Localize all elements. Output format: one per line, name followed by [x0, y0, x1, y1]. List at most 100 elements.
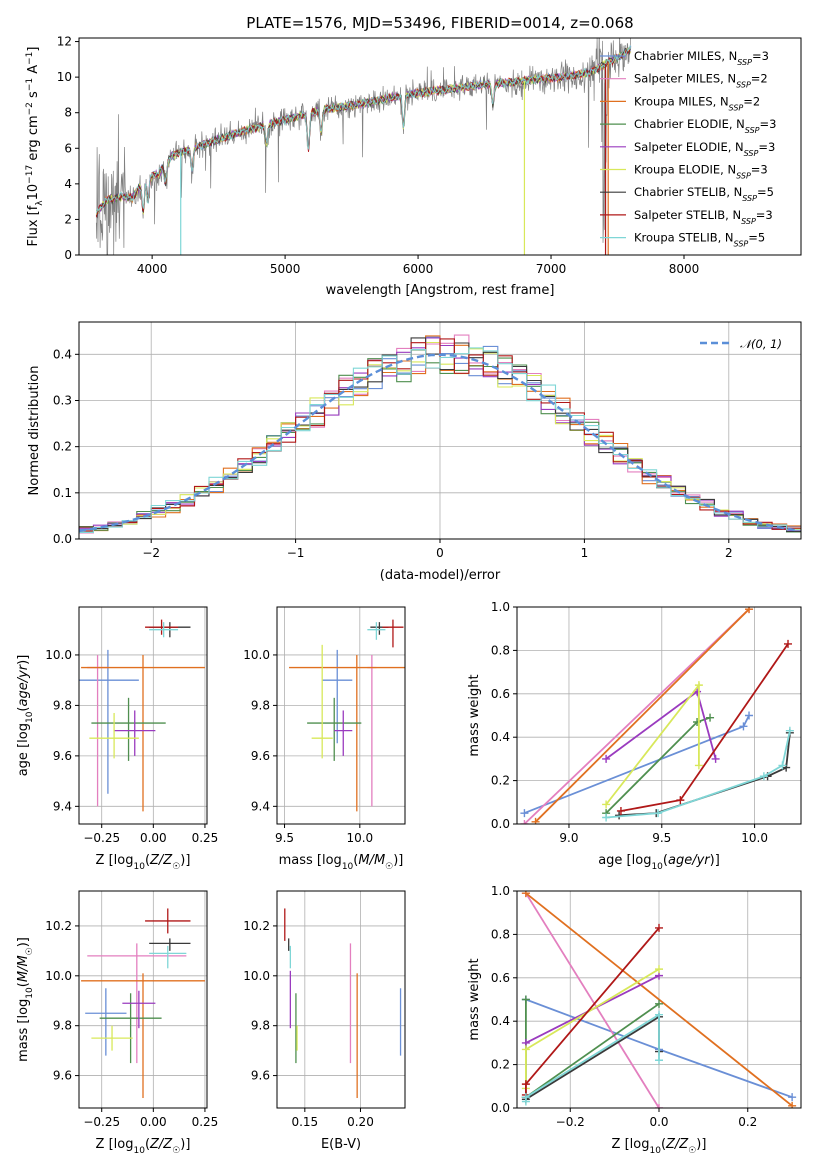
series-marker: [788, 1093, 797, 1102]
label-part: )]: [180, 853, 190, 868]
errorbar-kroupa-miles: [81, 654, 205, 812]
series-marker: [745, 607, 754, 614]
y-axis-label: Normed distribution: [27, 366, 42, 496]
legend-text: =3: [751, 163, 768, 177]
label-part: (: [16, 982, 31, 987]
x-tick-label: 6000: [403, 262, 434, 276]
series-marker: [521, 1093, 530, 1102]
series-marker: [706, 713, 715, 722]
label-part: Z [log: [96, 1137, 134, 1152]
series-marker: [655, 999, 663, 1008]
label-part: (data-model)/error: [380, 568, 501, 583]
y-tick-label: 0.8: [491, 927, 510, 941]
x-axis-label: wavelength [Angstrom, rest frame]: [326, 283, 555, 298]
label-part: λ: [35, 200, 45, 206]
y-tick-label: 0.3: [53, 393, 72, 407]
axes-age_vs_mass: 9.5 10.0 9.4 9.6 9.8 10.0 mass [log10(M/M☉)]: [243, 606, 406, 872]
series-marker: [531, 817, 540, 824]
x-tick-label: 5000: [270, 262, 301, 276]
y-tick-label: 0.2: [491, 1058, 510, 1072]
x-tick-label: 10.0: [741, 831, 768, 845]
y-axis-label: mass weight: [467, 958, 482, 1040]
errorbar-chabrier-elodie: [99, 993, 162, 1064]
label-part: Z/Z: [665, 1137, 689, 1152]
x-tick-label: 0.25: [192, 1115, 219, 1129]
legend-entry-salpeter-elodie: Salpeter ELODIE, NSSP=3: [634, 140, 775, 158]
axes-weight_vs_age: 9.0 9.5 10.0 0.0 0.2 0.4 0.6 0.8 1.0 age [log10(a…: [467, 600, 802, 872]
y-tick-label: 8: [64, 106, 72, 120]
label-part: A: [26, 65, 41, 78]
label-part: (: [16, 707, 31, 712]
label-part: 10: [133, 862, 145, 872]
legend-entry-chabrier-elodie: Chabrier ELODIE, NSSP=3: [634, 117, 776, 135]
series-marker: [520, 809, 529, 818]
legend-sub: SSP: [741, 216, 756, 225]
x-tick-label: 10.0: [346, 831, 373, 845]
series-line: [525, 892, 793, 1107]
legend-text: Salpeter STELIB, N: [634, 208, 741, 222]
series-marker: [676, 796, 685, 805]
series-marker: [759, 772, 768, 781]
x-tick-label: 0.00: [140, 831, 167, 845]
errorbar-chabrier-miles: [79, 649, 139, 794]
label-part: 10: [651, 862, 663, 872]
x-tick-label: 0.2: [738, 1115, 757, 1129]
series-marker: [521, 995, 530, 1004]
label-part: )]: [393, 853, 403, 868]
plot-area: [284, 908, 402, 1099]
y-tick-label: 9.6: [53, 749, 72, 763]
y-tick-label: 0.4: [491, 730, 510, 744]
series-line: [525, 892, 660, 1108]
y-tick-label: 0.0: [491, 817, 510, 831]
plot-area: [79, 334, 801, 534]
legend-text: Chabrier STELIB, N: [634, 185, 742, 199]
x-tick-label: 9.5: [652, 831, 671, 845]
series-marker: [785, 726, 794, 735]
legend-entry-kroupa-elodie: Kroupa ELODIE, NSSP=3: [634, 163, 768, 181]
errorbar-kroupa-stelib: [367, 622, 386, 640]
errorbar-kroupa-stelib: [149, 622, 179, 638]
series-marker: [655, 1104, 663, 1108]
label-part: Z/Z: [149, 1137, 173, 1152]
legend-entry-salpeter-miles: Salpeter MILES, NSSP=2: [634, 72, 768, 90]
x-tick-label: 0.15: [291, 1115, 318, 1129]
y-tick-label: 10.0: [243, 969, 270, 983]
label-part: mass [log: [279, 853, 342, 868]
legend-entry-chabrier-miles: Chabrier MILES, NSSP=3: [634, 49, 769, 67]
label-part: ☉: [172, 862, 180, 872]
legend-entry-kroupa-miles: Kroupa MILES, NSSP=2: [634, 94, 760, 112]
y-tick-label: 10.0: [243, 648, 270, 662]
x-tick-label: 8000: [669, 262, 700, 276]
y-tick-label: 9.6: [53, 1069, 72, 1083]
y-tick-label: 10: [57, 70, 72, 84]
y-tick-label: 1.0: [491, 884, 510, 898]
y-tick-label: 9.6: [251, 1069, 270, 1083]
label-part: )]: [16, 655, 31, 665]
label-part: ]: [26, 47, 41, 52]
label-part: M/M: [16, 955, 31, 982]
axes-frame: [78, 890, 208, 1109]
axes-mass_vs_Z: −0.25 0.00 0.259.69.810.010.2Z [log10(Z/Z☉…: [16, 890, 219, 1156]
y-tick-label: 10.2: [243, 919, 270, 933]
y-tick-label: 0.6: [491, 687, 510, 701]
label-part: age [log: [16, 723, 31, 776]
label-part: age/yr: [668, 853, 711, 868]
series-marker: [694, 681, 703, 690]
label-part: (: [145, 853, 150, 868]
x-tick-label: 0.00: [140, 1115, 167, 1129]
legend-text: =5: [757, 185, 774, 199]
y-tick-label: 9.6: [251, 749, 270, 763]
errorbar-salpeter-stelib: [382, 619, 404, 648]
legend-sub: SSP: [729, 103, 744, 112]
legend-text: =3: [756, 208, 773, 222]
label-part: 10: [649, 1146, 661, 1156]
x-tick-label: 4000: [137, 262, 168, 276]
errorbar-salpeter-stelib: [145, 619, 179, 635]
label-part: age/yr: [16, 663, 31, 706]
series-marker: [654, 809, 663, 818]
series-marker: [694, 761, 703, 770]
series-marker: [655, 1010, 663, 1019]
x-tick-label: −1: [287, 546, 305, 560]
x-tick-label: 9.5: [275, 831, 294, 845]
label-part: mass weight: [467, 958, 482, 1040]
